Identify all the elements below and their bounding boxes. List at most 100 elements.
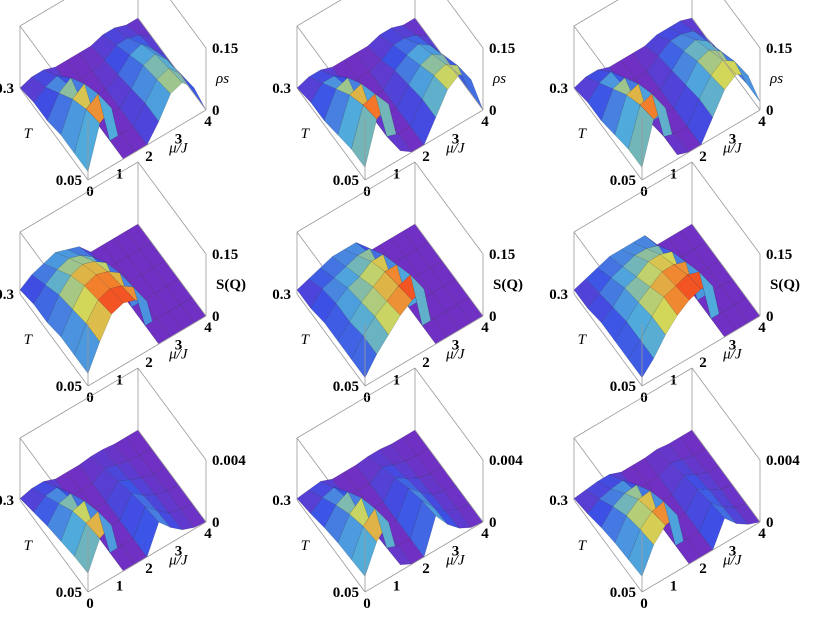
plot-box-front [19, 17, 207, 181]
z-axis-label: ρs [215, 71, 229, 87]
box-edge [691, 17, 761, 111]
box-edge [414, 223, 484, 317]
box-edge [19, 87, 89, 181]
surface-plot-panel: 0 1 2 3 4 μ/J 0.05 0.3 T 0 0.15 ρs [0, 0, 277, 206]
y-tick-label: 0.3 [272, 493, 291, 509]
plot-box-front [296, 429, 484, 593]
z-tick-label: 0.004 [766, 453, 800, 469]
plot-box-front [573, 223, 761, 387]
box-edge [19, 293, 89, 387]
box-edge [296, 367, 416, 439]
box-edge [137, 17, 207, 111]
z-tick-label: 0 [766, 515, 774, 531]
plot-box-front [573, 429, 761, 593]
surface-plot: 0 1 2 3 4 μ/J 0.05 0.3 T 0 0.15 ρs [0, 0, 238, 200]
x-tick-label: 2 [699, 149, 707, 165]
surface [19, 17, 207, 173]
x-tick-label: 1 [393, 579, 401, 595]
surface-plot: 0 1 2 3 4 μ/J 0.05 0.3 T 0 0.004 [0, 367, 246, 612]
z-tick-label: 0.15 [212, 41, 238, 57]
box-edge [137, 367, 207, 461]
box-edge [414, 17, 484, 111]
x-tick-label: 4 [204, 526, 212, 542]
z-tick-label: 0.15 [766, 41, 792, 57]
x-tick-label: 0 [640, 184, 648, 200]
surface-plot-panel: 0 1 2 3 4 μ/J 0.05 0.3 T 0 0.004 [272, 367, 554, 618]
z-tick-label: 0 [766, 103, 774, 119]
x-tick-label: 4 [758, 320, 766, 336]
surface-plot-panel: 0 1 2 3 4 μ/J 0.05 0.3 T 0 0.15 S(Q) [272, 161, 554, 412]
y-tick-label: 0.3 [0, 493, 14, 509]
y-tick-label: 0.3 [0, 287, 14, 303]
x-axis-label: μ/J [168, 553, 189, 569]
x-tick-label: 1 [670, 373, 678, 389]
y-tick-label: 0.05 [56, 585, 82, 601]
x-axis-label: μ/J [445, 347, 466, 363]
box-edge [414, 367, 484, 461]
x-tick-label: 3 [729, 544, 737, 560]
y-tick-label: 0.3 [0, 81, 14, 97]
box-edge [296, 87, 366, 181]
box-edge [296, 161, 416, 233]
x-tick-label: 0 [363, 596, 371, 612]
surface-plot-panel: 0 1 2 3 4 μ/J 0.05 0.3 T 0 0.004 [549, 367, 831, 618]
y-tick-label: 0.05 [56, 379, 82, 395]
box-edge [447, 0, 484, 49]
x-tick-label: 3 [175, 544, 183, 560]
x-tick-label: 4 [758, 526, 766, 542]
x-tick-label: 3 [452, 132, 460, 148]
x-tick-label: 2 [422, 561, 430, 577]
box-edge [641, 521, 761, 593]
plot-box-front [19, 429, 207, 593]
surface-plot-panel: 0 1 2 3 4 μ/J 0.05 0.3 T 0 0.15 S(Q) [0, 161, 277, 412]
z-tick-label: 0.004 [489, 453, 523, 469]
x-tick-label: 3 [452, 338, 460, 354]
x-tick-label: 0 [86, 390, 94, 406]
box-edge [691, 429, 761, 523]
box-edge [691, 367, 761, 461]
x-tick-label: 3 [729, 338, 737, 354]
surface-patch [457, 65, 484, 111]
x-tick-label: 1 [116, 579, 124, 595]
box-edge [137, 223, 207, 317]
x-tick-label: 3 [175, 132, 183, 148]
box-edge [691, 223, 761, 317]
y-tick-label: 0.05 [610, 585, 636, 601]
box-edge [296, 0, 342, 27]
z-tick-label: 0 [212, 515, 220, 531]
x-tick-label: 2 [422, 355, 430, 371]
box-edge [724, 0, 761, 49]
surface [296, 429, 484, 578]
z-tick-label: 0 [489, 515, 497, 531]
box-edge [573, 87, 643, 181]
box-edge [87, 315, 207, 387]
x-tick-label: 0 [363, 184, 371, 200]
box-edge [296, 499, 366, 593]
plot-box-front [573, 17, 761, 181]
x-axis-label: μ/J [445, 141, 466, 157]
surface-plot: 0 1 2 3 4 μ/J 0.05 0.3 T 0 0.15 ρs [549, 0, 792, 200]
box-edge [137, 161, 207, 255]
y-tick-label: 0.05 [610, 173, 636, 189]
y-tick-label: 0.3 [549, 81, 568, 97]
x-tick-label: 0 [86, 596, 94, 612]
x-tick-label: 0 [640, 596, 648, 612]
x-tick-label: 0 [86, 184, 94, 200]
z-axis-label: S(Q) [216, 277, 246, 293]
z-axis-label: ρs [769, 71, 783, 87]
x-tick-label: 1 [116, 373, 124, 389]
y-axis-label: T [24, 332, 34, 348]
box-edge [573, 293, 643, 387]
box-edge [414, 429, 484, 523]
y-tick-label: 0.05 [333, 379, 359, 395]
y-tick-label: 0.3 [272, 81, 291, 97]
x-axis-label: μ/J [168, 347, 189, 363]
y-tick-label: 0.05 [56, 173, 82, 189]
box-edge [364, 109, 484, 181]
z-tick-label: 0 [489, 103, 497, 119]
box-edge [691, 161, 761, 255]
x-tick-label: 0 [640, 390, 648, 406]
y-axis-label: T [578, 538, 588, 554]
x-tick-label: 1 [670, 167, 678, 183]
box-edge [573, 499, 643, 593]
